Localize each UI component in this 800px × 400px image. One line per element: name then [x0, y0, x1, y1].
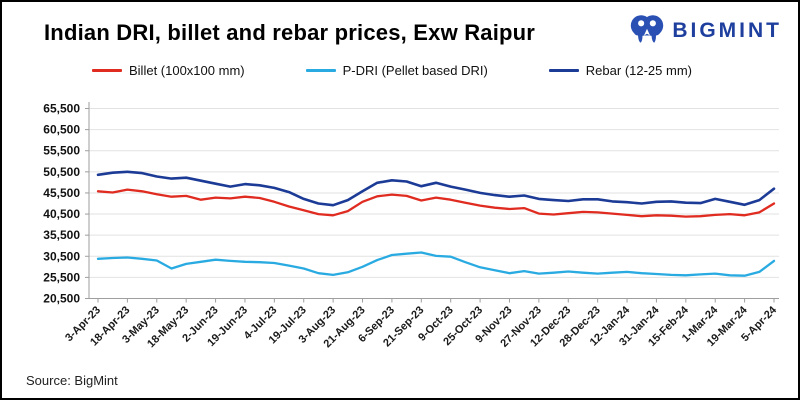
legend-label-billet: Billet (100x100 mm): [129, 63, 245, 78]
y-tick-label: 45,500: [43, 186, 80, 200]
legend-label-rebar: Rebar (12-25 mm): [585, 63, 692, 78]
y-tick-label: 20,500: [43, 292, 80, 306]
chart-title: Indian DRI, billet and rebar prices, Exw…: [44, 20, 536, 45]
rebar-line-swatch: [548, 69, 579, 72]
y-tick-label: 65,500: [43, 102, 80, 116]
y-tick-label: 35,500: [43, 228, 80, 242]
y-tick-label: 55,500: [43, 144, 80, 158]
bigmint-logo: BIGMINT: [629, 12, 782, 50]
series-line-billet: [96, 188, 776, 218]
legend-item-rebar: Rebar (12-25 mm): [548, 63, 692, 78]
legend-label-pdri: P-DRI (Pellet based DRI): [342, 63, 488, 78]
legend-item-billet: Billet (100x100 mm): [92, 63, 245, 78]
series-line-p-dri: [96, 251, 776, 277]
y-tick-label: 50,500: [43, 165, 80, 179]
y-tick-label: 40,500: [43, 207, 80, 221]
billet-line-swatch: [92, 69, 122, 72]
y-tick-label: 30,500: [43, 249, 80, 263]
chart-legend: Billet (100x100 mm) P-DRI (Pellet based …: [92, 63, 692, 78]
legend-item-pdri: P-DRI (Pellet based DRI): [305, 63, 488, 78]
bigmint-logo-icon: [631, 15, 664, 43]
series-line-rebar: [96, 170, 776, 207]
bigmint-logo-text: BIGMINT: [672, 19, 782, 42]
y-tick-label: 25,500: [43, 270, 80, 284]
y-tick-label: 60,500: [43, 123, 80, 137]
source-note: Source: BigMint: [26, 373, 118, 388]
pdri-line-swatch: [305, 69, 336, 72]
